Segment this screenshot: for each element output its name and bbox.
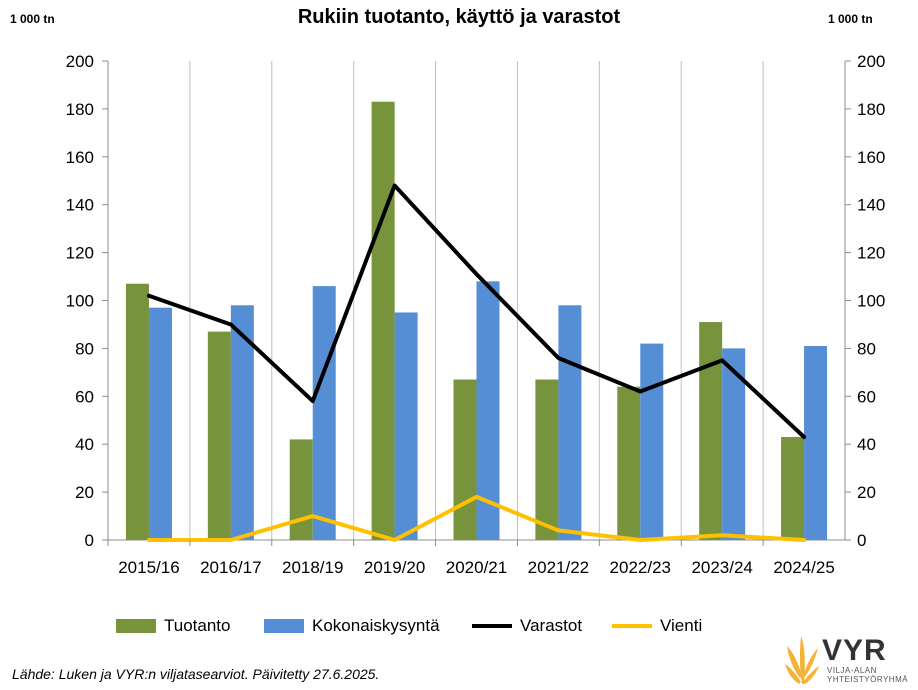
legend-item-vienti: Vienti: [612, 616, 702, 636]
bar-kokonaiskysynt-: [476, 281, 500, 540]
y-axis-right-ticks: 0 20 40 60 80 100 120 140 160 180 200: [845, 52, 885, 550]
legend-swatch-kokonaiskysynta: [264, 619, 304, 633]
y-tick-label-right: 140: [857, 196, 885, 215]
bar-tuotanto: [535, 379, 559, 540]
y-tick-label-left: 60: [75, 387, 94, 406]
y-tick-label-right: 100: [857, 292, 885, 311]
x-tick-label: 2019/20: [364, 558, 425, 577]
legend-item-tuotanto: Tuotanto: [116, 616, 230, 636]
y-tick-label-left: 0: [85, 531, 94, 550]
y-tick-label-left: 100: [66, 292, 94, 311]
legend-label-vienti: Vienti: [660, 616, 703, 635]
y-tick-label-right: 0: [857, 531, 866, 550]
y-tick-label-right: 200: [857, 52, 885, 71]
bar-tuotanto: [125, 283, 149, 540]
legend-swatch-tuotanto: [116, 619, 156, 633]
y-tick-label-right: 160: [857, 148, 885, 167]
logo-text: VYR: [822, 634, 887, 667]
x-tick-label: 2015/16: [118, 558, 179, 577]
bar-tuotanto: [371, 101, 395, 540]
chart-title: Rukiin tuotanto, käyttö ja varastot: [297, 6, 621, 28]
x-tick-label: 2022/23: [610, 558, 671, 577]
bar-tuotanto: [699, 322, 723, 540]
bar-tuotanto: [207, 331, 231, 540]
bar-tuotanto: [453, 379, 477, 540]
y-tick-label-right: 40: [857, 435, 876, 454]
legend-label-tuotanto: Tuotanto: [164, 616, 231, 635]
y-tick-label-right: 180: [857, 100, 885, 119]
y-tick-label-left: 180: [66, 100, 94, 119]
bar-kokonaiskysynt-: [312, 286, 336, 540]
vyr-logo: VYR VILJA-ALAN YHTEISTYÖRYHMÄ: [782, 630, 912, 686]
line-series: [146, 183, 807, 542]
logo-subtitle-line1: VILJA-ALAN: [827, 666, 877, 675]
y-tick-label-left: 160: [66, 148, 94, 167]
y-tick-label-left: 120: [66, 244, 94, 263]
legend-label-varastot: Varastot: [520, 616, 583, 635]
y-tick-label-left: 200: [66, 52, 94, 71]
grid-lines: [189, 61, 764, 540]
bar-kokonaiskysynt-: [640, 343, 664, 540]
y-axis-left-ticks: 0 20 40 60 80 100 120 140 160 180 200: [66, 52, 108, 550]
y-tick-label-right: 120: [857, 244, 885, 263]
bar-kokonaiskysynt-: [148, 307, 172, 540]
y-tick-label-right: 20: [857, 483, 876, 502]
bar-kokonaiskysynt-: [394, 312, 418, 540]
y-tick-label-left: 140: [66, 196, 94, 215]
legend-item-varastot: Varastot: [472, 616, 582, 636]
x-axis-ticks: 2015/16 2016/17 2018/19 2019/20 2020/21 2021/…: [107, 540, 835, 577]
x-tick-label: 2024/25: [773, 558, 834, 577]
bar-tuotanto: [617, 386, 641, 540]
y-tick-label-left: 40: [75, 435, 94, 454]
bar-kokonaiskysynt-: [722, 348, 746, 540]
bar-kokonaiskysynt-: [558, 305, 582, 540]
bar-tuotanto: [781, 437, 805, 540]
line-varastot: [146, 183, 807, 440]
x-tick-label: 2023/24: [691, 558, 752, 577]
y-tick-label-left: 20: [75, 483, 94, 502]
bar-kokonaiskysynt-: [230, 305, 254, 540]
bar-kokonaiskysynt-: [804, 346, 828, 540]
bar-tuotanto: [289, 439, 313, 540]
y-tick-label-left: 80: [75, 339, 94, 358]
wheat-icon: [785, 636, 819, 684]
x-tick-label: 2016/17: [200, 558, 261, 577]
y-axis-right-unit: 1 000 tn: [828, 12, 873, 26]
x-tick-label: 2021/22: [528, 558, 589, 577]
y-tick-label-right: 80: [857, 339, 876, 358]
logo-subtitle-line2: YHTEISTYÖRYHMÄ: [827, 675, 909, 684]
x-tick-label: 2018/19: [282, 558, 343, 577]
bar-series: [125, 101, 828, 540]
legend-swatch-vienti: [612, 624, 652, 628]
legend-item-kokonaiskysynta: Kokonaiskysyntä: [264, 616, 440, 636]
x-tick-label: 2020/21: [446, 558, 507, 577]
y-axis-left-unit: 1 000 tn: [10, 12, 55, 26]
legend-label-kokonaiskysynta: Kokonaiskysyntä: [312, 616, 440, 635]
y-tick-label-right: 60: [857, 387, 876, 406]
source-note: Lähde: Luken ja VYR:n viljatasearviot. P…: [12, 666, 380, 682]
legend-swatch-varastot: [472, 624, 512, 628]
legend: Tuotanto Kokonaiskysyntä Varastot Vienti: [0, 616, 918, 640]
line-vienti: [146, 494, 807, 542]
